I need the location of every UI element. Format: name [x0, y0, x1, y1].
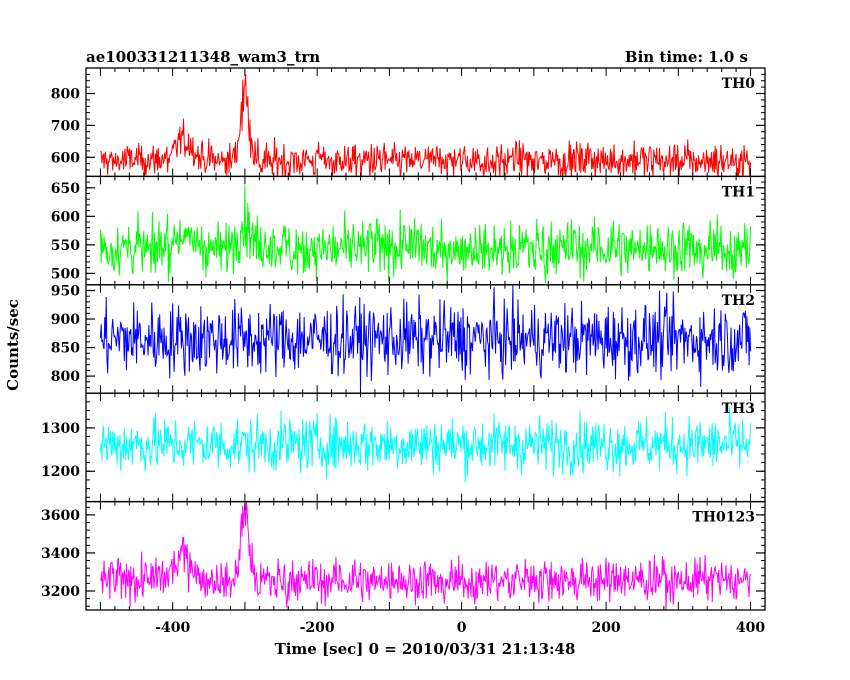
x-tick-label: 200: [591, 620, 620, 636]
y-axis-label: Counts/sec: [4, 299, 22, 391]
y-tick-label: 700: [51, 118, 80, 134]
panel-label: TH0: [722, 76, 756, 92]
panel-label: TH2: [722, 293, 755, 309]
y-tick-label: 800: [51, 369, 80, 385]
panel-label: TH0123: [692, 510, 755, 526]
y-tick-label: 1300: [41, 421, 80, 437]
panel-th2: TH2 800 850 900 950: [51, 284, 766, 394]
y-tick-label: 3600: [41, 508, 80, 524]
series-line-th3: [99, 407, 752, 483]
y-tick-label: 850: [51, 341, 80, 357]
y-tick-label: 650: [51, 181, 80, 197]
y-tick-label: 600: [51, 209, 80, 225]
series-line-th2: [99, 285, 752, 394]
bin-time-label: Bin time: 1.0 s: [625, 48, 748, 66]
y-tick-label: 950: [51, 284, 80, 300]
y-tick-label: 800: [51, 87, 80, 103]
x-axis-label: Time [sec] 0 = 2010/03/31 21:13:48: [275, 640, 576, 658]
panel-frame: [85, 500, 766, 611]
x-tick-label: 0: [457, 620, 467, 636]
panel-label: TH3: [722, 401, 755, 417]
x-tick-label: -200: [300, 620, 335, 636]
panel-th1: TH1 500 550 600 650: [51, 175, 766, 286]
y-tick-label: 600: [51, 150, 80, 166]
y-tick-label: 1200: [41, 464, 80, 480]
x-tick-label: -400: [155, 620, 190, 636]
panel-th0: TH0 600 700 800: [51, 67, 766, 178]
series-line-th1: [99, 185, 752, 284]
y-tick-label: 500: [51, 266, 80, 282]
series-line-th0: [100, 74, 752, 177]
x-tick-label: 400: [736, 620, 765, 636]
series-line-th0123: [100, 501, 752, 611]
panels-group: TH0 600 700 800 TH1 500 550 600 650 TH2 800 850 900 9…: [41, 67, 766, 636]
y-tick-label: 900: [51, 312, 80, 328]
figure-title: ae100331211348_wam3_trn: [86, 48, 320, 66]
panel-label: TH1: [722, 184, 755, 200]
y-tick-label: 550: [51, 238, 80, 254]
panel-th3: TH3 1200 1300: [41, 392, 766, 503]
y-tick-label: 3200: [41, 584, 80, 600]
y-tick-label: 3400: [41, 546, 80, 562]
panel-frame: [85, 67, 766, 178]
panel-th0123: TH0123 3200 3400 3600: [41, 500, 766, 611]
